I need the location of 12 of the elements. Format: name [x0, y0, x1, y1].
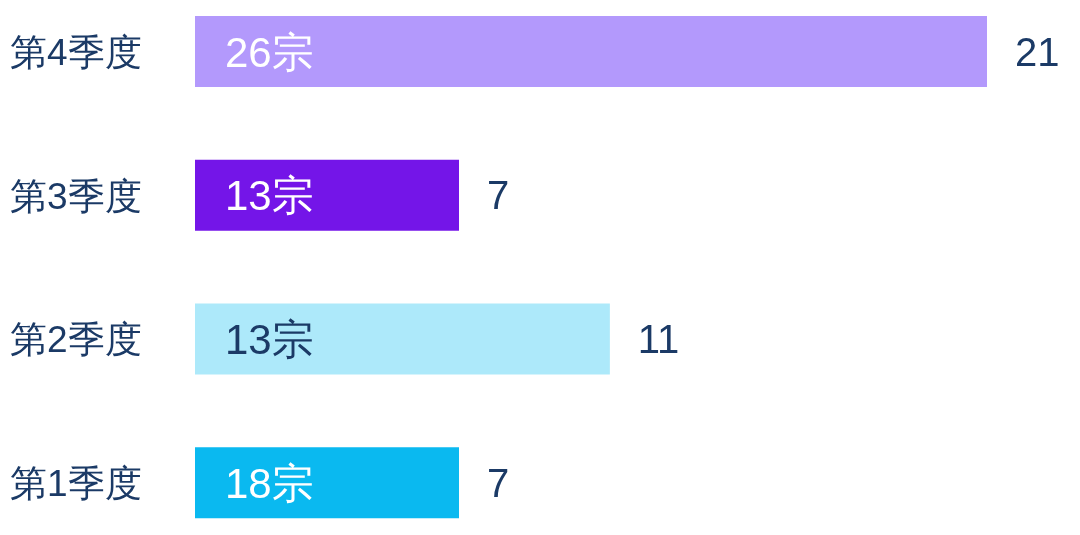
- y-tick-label: 第4季度: [10, 31, 142, 73]
- annotation: 26宗: [225, 28, 314, 75]
- y-tick-label: 第3季度: [10, 175, 142, 217]
- data-label: 7: [487, 173, 510, 218]
- data-label: 11: [637, 317, 680, 361]
- annotation: 13宗: [225, 171, 314, 219]
- y-tick-label: 第2季度: [10, 318, 142, 360]
- data-label: 7: [487, 460, 510, 505]
- data-label: 21: [1015, 29, 1060, 74]
- annotation: 18宗: [225, 459, 314, 507]
- annotation: 13宗: [225, 315, 314, 363]
- y-tick-label: 第1季度: [10, 462, 142, 504]
